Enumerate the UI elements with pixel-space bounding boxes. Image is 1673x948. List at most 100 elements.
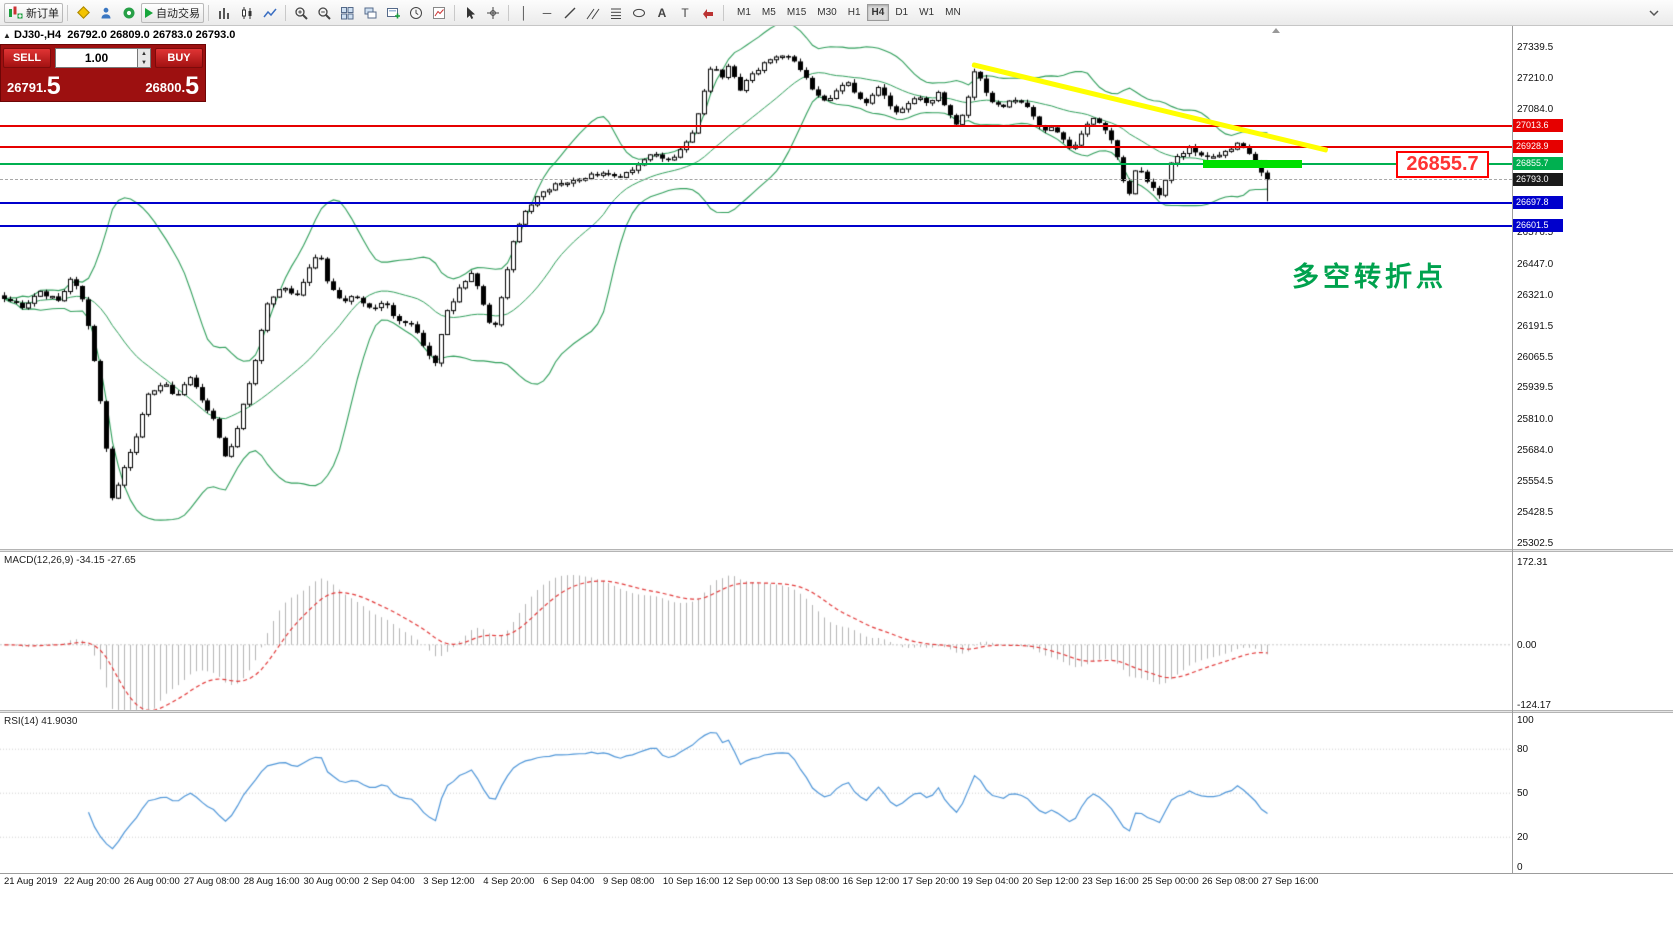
turning-point-note[interactable]: 多空转折点 — [1292, 262, 1447, 292]
channel-button[interactable] — [582, 3, 604, 23]
new-order-icon — [9, 6, 23, 19]
text-button[interactable]: A — [651, 3, 673, 23]
label-tool-icon: T — [681, 5, 689, 20]
toolbar-separator — [208, 4, 209, 21]
timeframe-button-h1[interactable]: H1 — [847, 7, 861, 18]
new-order-label: 新订单 — [26, 7, 59, 20]
horizontal-line-icon: ─ — [542, 5, 552, 20]
market-watch-button[interactable] — [72, 3, 94, 23]
key-level-highlight[interactable] — [1203, 160, 1302, 168]
new-chart-icon — [387, 7, 400, 18]
cursor-button[interactable] — [459, 3, 481, 23]
line-chart-icon — [263, 8, 277, 17]
volume-up-icon[interactable]: ▲ — [141, 50, 147, 57]
price-tag: 26601.5 — [1513, 219, 1563, 233]
timeframe-button-m30[interactable]: M30 — [817, 7, 837, 18]
play-icon — [145, 7, 153, 18]
trendline-icon — [564, 7, 576, 18]
timeframe-button-m15[interactable]: M15 — [786, 7, 807, 18]
rsi-panel-splitter[interactable] — [0, 710, 1673, 713]
horizontal-line-button[interactable]: ─ — [536, 3, 558, 23]
price-axis-tick: 25939.5 — [1517, 382, 1554, 394]
timeframe-button-h4[interactable]: H4 — [866, 4, 890, 21]
tile-windows-button[interactable] — [336, 3, 358, 23]
bar-chart-icon — [219, 7, 229, 19]
new-chart-button[interactable] — [382, 3, 404, 23]
zoom-out-button[interactable] — [313, 3, 335, 23]
arrow-tools-button[interactable] — [697, 3, 719, 23]
price-tag: 26793.0 — [1513, 172, 1563, 186]
toolbar-separator — [67, 4, 68, 21]
label-button[interactable]: T — [674, 3, 696, 23]
price-axis-tick: 26191.5 — [1517, 321, 1554, 333]
volume-stepper[interactable]: ▲ ▼ — [138, 48, 151, 68]
price-axis-tick: 25810.0 — [1517, 414, 1554, 425]
candlestick-icon — [242, 6, 252, 19]
sell-button[interactable]: SELL — [3, 48, 51, 68]
timeframe-button-d1[interactable]: D1 — [895, 7, 909, 18]
shapes-button[interactable] — [628, 3, 650, 23]
arrow-tools-icon — [703, 8, 713, 19]
fibonacci-icon — [611, 8, 621, 19]
data-window-button[interactable] — [95, 3, 117, 23]
trade-panel-collapse-arrow[interactable]: ▲ — [3, 31, 11, 40]
macd-indicator-header: MACD(12,26,9) -34.15 -27.65 — [4, 555, 136, 566]
bar-chart-button[interactable] — [213, 3, 235, 23]
rsi-axis-tick: 20 — [1517, 832, 1529, 844]
sell-price[interactable]: 26791. 5 — [7, 72, 61, 100]
profiles-button[interactable] — [405, 3, 427, 23]
chart-ohlc-header: DJ30-,H4 26792.0 26809.0 26783.0 26793.0 — [14, 29, 235, 41]
buy-price[interactable]: 26800. 5 — [145, 72, 199, 100]
rsi-axis-tick: 80 — [1517, 744, 1529, 756]
new-order-button[interactable]: 新订单 — [4, 2, 63, 23]
trendline-button[interactable] — [559, 3, 581, 23]
crosshair-button[interactable] — [482, 3, 504, 23]
chart-ohlc-values: 26792.0 26809.0 26783.0 26793.0 — [67, 29, 236, 41]
price-tag: 27013.6 — [1513, 118, 1563, 132]
macd-panel-splitter[interactable] — [0, 549, 1673, 552]
indicators-icon — [433, 6, 445, 19]
channel-icon — [586, 8, 600, 19]
zoom-in-icon — [295, 6, 308, 20]
zoom-in-button[interactable] — [290, 3, 312, 23]
clock-icon — [410, 6, 422, 19]
price-axis-tick: 27084.0 — [1517, 103, 1554, 115]
crosshair-icon — [487, 6, 499, 19]
price-axis-tick: 25302.5 — [1517, 537, 1554, 549]
candlestick-chart-button[interactable] — [236, 3, 258, 23]
navigator-button[interactable] — [118, 3, 140, 23]
price-axis-tick: 25428.5 — [1517, 506, 1554, 518]
price-axis-tick: 27210.0 — [1517, 73, 1554, 85]
toolbar-overflow-button[interactable] — [1643, 3, 1665, 23]
timeframe-button-mn[interactable]: MN — [945, 7, 961, 18]
candlestick-chart-canvas[interactable] — [0, 0, 1512, 892]
volume-down-icon[interactable]: ▼ — [141, 59, 147, 66]
cascade-windows-icon — [364, 7, 377, 18]
toolbar-separator — [508, 4, 509, 21]
price-axis-separator — [1512, 26, 1513, 873]
line-chart-button[interactable] — [259, 3, 281, 23]
timeframe-button-w1[interactable]: W1 — [919, 7, 935, 18]
person-icon — [101, 7, 111, 18]
price-tag: 26855.7 — [1513, 157, 1563, 171]
price-tag: 26928.9 — [1513, 139, 1563, 153]
rsi-axis-tick: 100 — [1517, 714, 1534, 726]
price-axis-tick: 27339.5 — [1517, 41, 1554, 53]
rsi-axis-tick: 0 — [1517, 861, 1523, 873]
cascade-windows-button[interactable] — [359, 3, 381, 23]
market-watch-icon — [76, 6, 90, 19]
auto-trading-button[interactable]: 自动交易 — [141, 2, 204, 23]
timeframe-button-m5[interactable]: M5 — [761, 7, 776, 18]
toolbar-separator — [723, 4, 724, 21]
toolbar-overflow-icon — [1649, 9, 1659, 16]
indicators-button[interactable] — [428, 3, 450, 23]
key-level-callout[interactable]: 26855.7 — [1396, 151, 1489, 178]
chart-shift-marker[interactable] — [1272, 28, 1280, 33]
fibonacci-button[interactable] — [605, 3, 627, 23]
vertical-line-button[interactable]: │ — [513, 3, 535, 23]
volume-input[interactable]: 1.00 — [55, 48, 138, 68]
timeframe-button-m1[interactable]: M1 — [737, 7, 751, 18]
price-axis-tick: 25554.5 — [1517, 476, 1554, 488]
buy-button[interactable]: BUY — [155, 48, 203, 68]
